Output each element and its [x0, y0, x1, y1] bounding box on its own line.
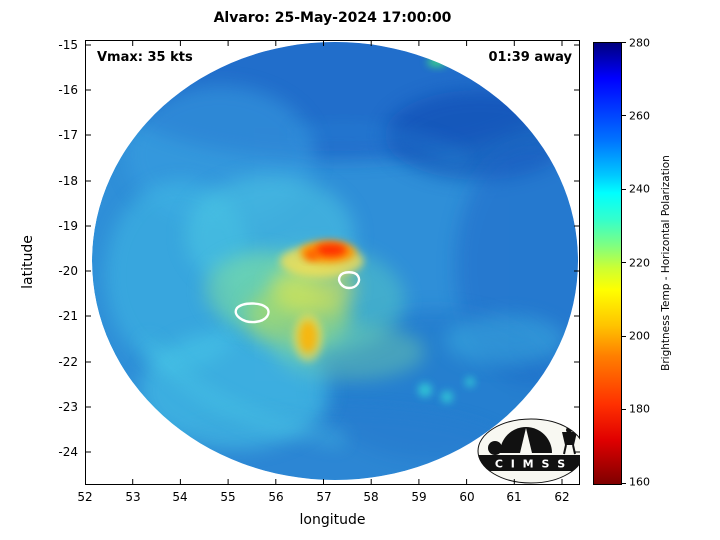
- y-tick-label: -22: [58, 355, 78, 369]
- x-tick-label: 55: [220, 490, 236, 504]
- y-tick-label: -19: [58, 219, 78, 233]
- y-tick-label: -17: [58, 128, 78, 142]
- water-tower-icon: [562, 432, 577, 445]
- colorbar-tick-label: 220: [629, 256, 650, 270]
- colorbar-tick-label: 160: [629, 475, 650, 489]
- plot-title: Alvaro: 25-May-2024 17:00:00: [213, 10, 452, 26]
- x-tick-label: 54: [172, 490, 188, 504]
- swath-cloud-field: [92, 42, 578, 480]
- colorbar-axis-label: Brightness Temp - Horizontal Polarizatio…: [660, 155, 672, 371]
- cimss-logo: C I M S S: [477, 418, 580, 484]
- colorbar-tick-label: 280: [629, 36, 650, 50]
- x-axis-label: longitude: [299, 512, 366, 528]
- x-tick-label: 62: [554, 490, 570, 504]
- y-tick-label: -16: [58, 83, 78, 97]
- vmax-annotation: Vmax: 35 kts: [97, 50, 193, 65]
- brightness-temp-swath: C I M S S: [92, 42, 580, 484]
- x-tick-label: 60: [459, 490, 475, 504]
- y-tick-label: -21: [58, 309, 78, 323]
- x-tick-label: 53: [125, 490, 141, 504]
- x-tick-label: 56: [268, 490, 284, 504]
- hot-tower-core: [315, 243, 347, 257]
- eta-annotation: 01:39 away: [488, 50, 572, 65]
- x-tick-label: 58: [363, 490, 379, 504]
- colorbar-gradient: [593, 42, 622, 485]
- colorbar-tick-label: 200: [629, 329, 650, 343]
- colorbar-tick-label: 260: [629, 109, 650, 123]
- x-tick-label: 59: [411, 490, 427, 504]
- y-tick-label: -20: [58, 264, 78, 278]
- eye-contour-east: [337, 271, 361, 290]
- colorbar-tick-label: 180: [629, 402, 650, 416]
- y-tick-label: -18: [58, 174, 78, 188]
- logo-text: C I M S S: [495, 458, 567, 471]
- y-tick-label: -15: [58, 38, 78, 52]
- colorbar-tick-label: 240: [629, 182, 650, 196]
- colorbar: 280 260 240 220 200 180 160: [593, 37, 673, 489]
- y-tick-label: -24: [58, 445, 78, 459]
- eye-contour-west: [234, 302, 270, 324]
- y-tick-label: -23: [58, 400, 78, 414]
- x-tick-label: 57: [316, 490, 332, 504]
- logo-banner: [478, 455, 580, 471]
- y-axis-label: latitude: [20, 235, 36, 289]
- x-tick-label: 52: [77, 490, 93, 504]
- x-tick-label: 61: [506, 490, 522, 504]
